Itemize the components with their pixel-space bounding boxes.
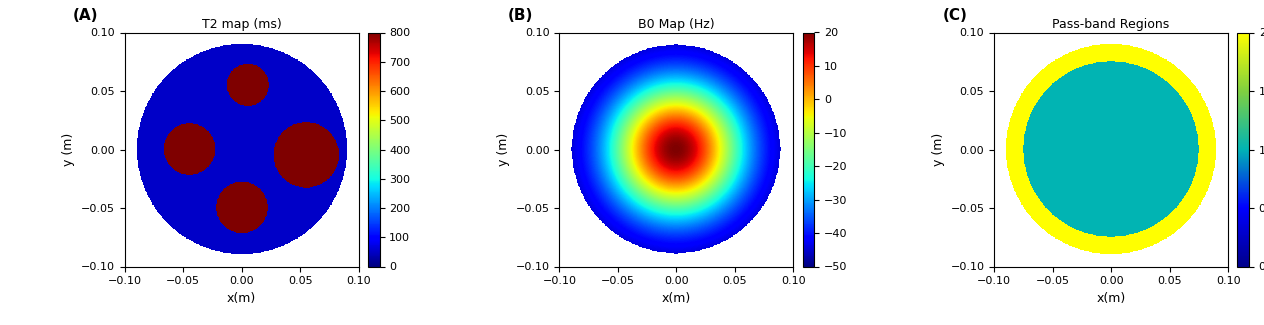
X-axis label: x(m): x(m) — [1096, 292, 1126, 305]
Y-axis label: y (m): y (m) — [62, 133, 76, 166]
Text: (B): (B) — [508, 8, 533, 23]
Title: B0 Map (Hz): B0 Map (Hz) — [638, 18, 714, 31]
Y-axis label: y (m): y (m) — [497, 133, 511, 166]
Title: T2 map (ms): T2 map (ms) — [202, 18, 282, 31]
Y-axis label: y (m): y (m) — [932, 133, 944, 166]
Title: Pass-band Regions: Pass-band Regions — [1053, 18, 1169, 31]
Text: (A): (A) — [73, 8, 99, 23]
X-axis label: x(m): x(m) — [228, 292, 257, 305]
Text: (C): (C) — [943, 8, 967, 23]
X-axis label: x(m): x(m) — [662, 292, 691, 305]
